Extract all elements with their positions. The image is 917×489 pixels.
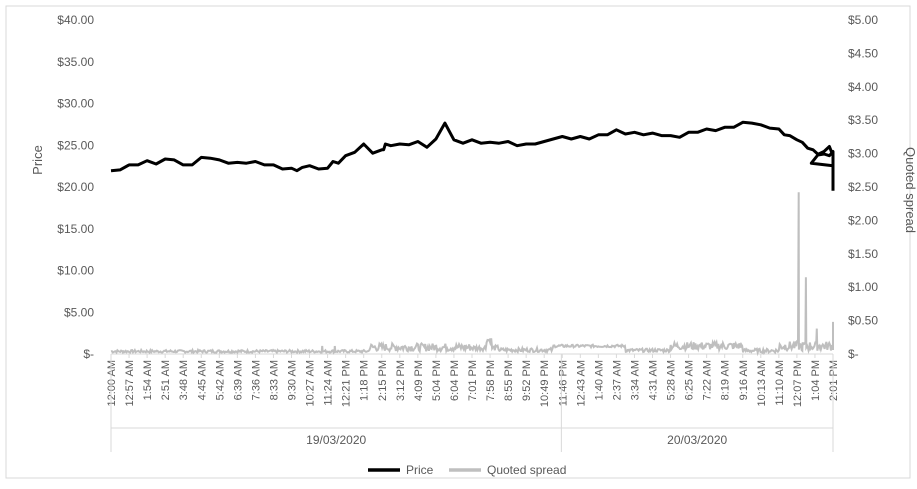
y2-tick-label: $- (848, 347, 859, 361)
y2-tick-label: $0.50 (848, 314, 878, 328)
x-tick-label: 9:16 AM (738, 360, 750, 400)
x-tick-label: 12:07 PM (792, 360, 804, 407)
x-tick-label: 10:27 AM (305, 360, 317, 406)
y2-tick-label: $4.50 (848, 46, 878, 60)
x-tick-label: 3:48 AM (178, 360, 190, 400)
y-tick-label: $- (83, 347, 94, 361)
x-tick-label: 10:13 AM (756, 360, 768, 406)
x-tick-label: 3:12 PM (395, 360, 407, 401)
x-tick-label: 5:28 AM (666, 360, 678, 400)
y2-tick-label: $4.00 (848, 80, 878, 94)
x-tick-label: 6:04 PM (449, 360, 461, 401)
x-tick-label: 7:36 AM (250, 360, 262, 400)
x-axis: 12:00 AM 12:57 AM 1:54 AM 2:51 AM 3:48 AM 4:4… (106, 353, 840, 452)
x-tick-label: 4:45 AM (196, 360, 208, 400)
y-tick-label: $40.00 (57, 13, 94, 27)
y-tick-label: $35.00 (57, 55, 94, 69)
x-tick-label: 4:09 PM (413, 360, 425, 401)
x-tick-label: 5:42 AM (214, 360, 226, 400)
x-tick-label: 8:19 AM (720, 360, 732, 400)
x-tick-label: 12:43 AM (575, 360, 587, 406)
legend: Price Quoted spread (368, 463, 566, 477)
y-tick-label: $10.00 (57, 264, 94, 278)
y2-tick-label: $2.00 (848, 213, 878, 227)
x-tick-label: 1:40 AM (593, 360, 605, 400)
chart-border (5, 5, 911, 479)
x-tick-label: 5:04 PM (431, 360, 443, 401)
y2-tick-label: $2.50 (848, 180, 878, 194)
x-tick-label: 10:49 PM (539, 360, 551, 407)
y2-tick-label: $3.50 (848, 113, 878, 127)
y2-tick-label: $3.00 (848, 147, 878, 161)
x-tick-label: 2:51 AM (160, 360, 172, 400)
y2-tick-label: $5.00 (848, 13, 878, 27)
spread-series-line (110, 192, 834, 357)
x-tick-label: 9:30 AM (287, 360, 299, 400)
x-tick-label: 7:58 PM (485, 360, 497, 401)
x-tick-label: 2:15 PM (377, 360, 389, 401)
left-axis: $- $5.00 $10.00 $15.00 $20.00 $25.00 $30.00 $35… (57, 13, 94, 361)
x-tick-label: 1:54 AM (142, 360, 154, 400)
y-tick-label: $25.00 (57, 138, 94, 152)
y-tick-label: $30.00 (57, 97, 94, 111)
x-tick-label: 8:33 AM (268, 360, 280, 400)
x-tick-label: 6:25 AM (684, 360, 696, 400)
right-axis: $- $0.50 $1.00 $1.50 $2.00 $2.50 $3.00 $3.50 $4.… (848, 13, 878, 361)
x-tick-label: 11:10 AM (774, 360, 786, 406)
price-series-line (110, 120, 835, 191)
x-tick-label: 2:37 AM (611, 360, 623, 400)
y-tick-label: $15.00 (57, 222, 94, 236)
date-group-label: 19/03/2020 (306, 433, 366, 447)
x-tick-label: 1:18 PM (359, 360, 371, 401)
x-tick-label: 11:46 PM (557, 360, 569, 406)
x-tick-label: 11:24 AM (323, 360, 335, 406)
x-tick-label: 4:31 AM (648, 360, 660, 400)
y2-tick-label: $1.00 (848, 280, 878, 294)
legend-spread-label: Quoted spread (487, 463, 566, 477)
x-tick-label: 9:52 PM (521, 360, 533, 401)
x-tick-label: 6:39 AM (232, 360, 244, 400)
x-tick-label: 3:34 AM (629, 360, 641, 400)
x-tick-label: 7:01 PM (467, 360, 479, 401)
series-layer (110, 120, 835, 357)
y-tick-label: $20.00 (57, 180, 94, 194)
x-tick-label: 1:04 PM (810, 360, 822, 401)
x-tick-label: 12:21 PM (341, 360, 353, 407)
x-tick-label: 2:01 PM (828, 360, 840, 401)
x-tick-label: 12:57 AM (124, 360, 136, 406)
x-tick-label: 7:22 AM (702, 360, 714, 400)
y2-tick-label: $1.50 (848, 247, 878, 261)
y2-axis-title: Quoted spread (903, 147, 917, 233)
legend-price-label: Price (406, 463, 434, 477)
date-group-label: 20/03/2020 (667, 433, 727, 447)
x-tick-label: 8:55 PM (503, 360, 515, 401)
y-tick-label: $5.00 (64, 305, 94, 319)
y-axis-title: Price (30, 145, 45, 175)
x-tick-label: 12:00 AM (106, 360, 118, 406)
